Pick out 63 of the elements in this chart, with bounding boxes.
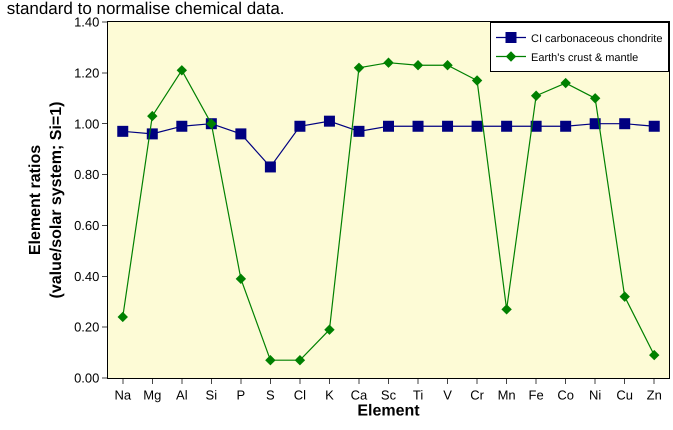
x-tick-label: Cu bbox=[616, 388, 634, 403]
point bbox=[235, 128, 246, 140]
point bbox=[383, 57, 394, 68]
x-tick-label: Al bbox=[176, 388, 188, 403]
x-tick-label: Sc bbox=[380, 388, 397, 403]
x-tick-label: Si bbox=[206, 388, 218, 403]
x-tick-label: Ni bbox=[589, 388, 602, 403]
point bbox=[294, 355, 306, 366]
point bbox=[236, 274, 246, 284]
point bbox=[560, 78, 571, 88]
point bbox=[354, 62, 364, 73]
point bbox=[619, 118, 630, 130]
point bbox=[501, 120, 512, 132]
point bbox=[590, 93, 600, 104]
point bbox=[620, 291, 630, 302]
x-tick-label: Ca bbox=[350, 388, 368, 403]
y-tick-label: 0.80 bbox=[74, 167, 100, 182]
point bbox=[560, 120, 572, 132]
point bbox=[265, 355, 276, 366]
x-tick-label: Na bbox=[114, 388, 132, 403]
point bbox=[294, 120, 306, 132]
y-tick-label: 1.20 bbox=[74, 65, 100, 80]
x-tick-label: Ti bbox=[412, 388, 424, 403]
point bbox=[501, 304, 512, 315]
point bbox=[324, 116, 335, 127]
point bbox=[383, 120, 394, 132]
y-tick-label: 0.60 bbox=[74, 218, 100, 233]
point bbox=[176, 120, 188, 132]
point bbox=[353, 126, 364, 137]
point bbox=[324, 324, 335, 335]
point bbox=[264, 161, 276, 172]
x-tick-label: P bbox=[236, 388, 246, 403]
y-tick-label: 1.00 bbox=[74, 116, 100, 132]
point bbox=[649, 350, 660, 360]
x-tick-label: Cl bbox=[294, 388, 306, 403]
point bbox=[442, 120, 454, 132]
y-tick-label: 0.40 bbox=[74, 268, 100, 284]
point bbox=[472, 75, 482, 86]
point bbox=[530, 90, 542, 101]
y-tick-label: 0.20 bbox=[74, 320, 100, 335]
point bbox=[147, 110, 158, 122]
y-axis-title: Element ratios (value/solar system; Si=1) bbox=[27, 102, 65, 298]
point bbox=[412, 60, 424, 70]
x-tick-label: Co bbox=[557, 388, 574, 403]
point bbox=[442, 60, 453, 70]
x-tick-label: K bbox=[325, 388, 334, 403]
y-tick-label: 0.00 bbox=[74, 370, 100, 386]
x-tick-label: Fe bbox=[528, 388, 544, 403]
point bbox=[176, 65, 188, 76]
x-axis-title: Element bbox=[357, 402, 420, 420]
point bbox=[118, 312, 128, 322]
x-tick-label: Zn bbox=[646, 388, 662, 403]
point bbox=[472, 120, 483, 132]
x-tick-label: Mg bbox=[143, 388, 162, 403]
x-tick-label: Cr bbox=[470, 388, 485, 403]
point bbox=[648, 120, 660, 132]
legend-label: Earth's crust & mantle bbox=[531, 52, 638, 64]
x-tick-label: Mn bbox=[498, 388, 516, 403]
x-tick-label: V bbox=[443, 388, 452, 403]
x-tick-label: S bbox=[266, 388, 276, 403]
point bbox=[412, 120, 424, 132]
legend-label: CI carbonaceous chondrite bbox=[531, 32, 662, 45]
point bbox=[117, 126, 128, 137]
